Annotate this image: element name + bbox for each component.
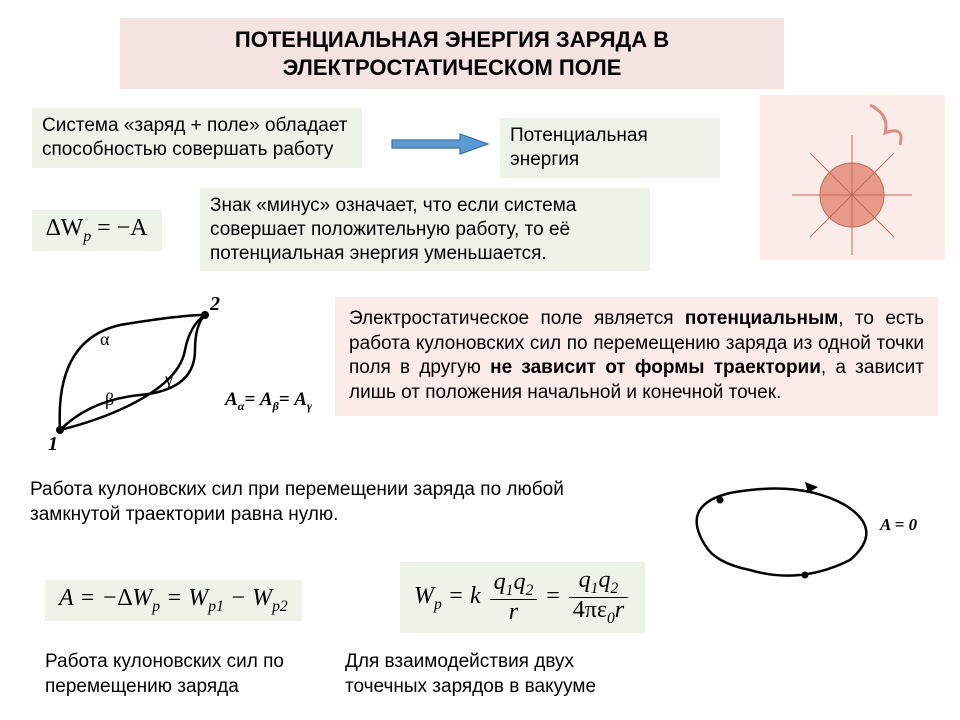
beta-label: β bbox=[105, 389, 114, 409]
system-box: Система «заряд + поле» обладает способно… bbox=[32, 108, 362, 168]
fw-2: = W bbox=[160, 585, 208, 611]
formula-wp: Wp = k q1q2 r = q1q2 4πε0r bbox=[400, 562, 645, 633]
sub-p: p bbox=[83, 228, 91, 245]
eq-minus-a: = −A bbox=[91, 215, 147, 241]
potential-energy-box: Потенциальная энергия bbox=[500, 118, 720, 178]
frac-2: q1q2 4πε0r bbox=[569, 568, 628, 627]
closed-loop-diagram: A = 0 bbox=[660, 475, 930, 585]
fw-3: − W bbox=[224, 585, 272, 611]
caption-work: Работа кулоновских сил по перемещению за… bbox=[45, 650, 325, 699]
pt-b1: потенциальным bbox=[685, 308, 838, 329]
loop-eq: A = 0 bbox=[879, 515, 918, 534]
slide-title: ПОТЕНЦИАЛЬНАЯ ЭНЕРГИЯ ЗАРЯДА В ЭЛЕКТРОСТ… bbox=[120, 18, 784, 89]
arrow-icon bbox=[390, 130, 490, 158]
alpha-label: α bbox=[100, 329, 110, 349]
path-diagram: 1 2 α β γ Aα= Aβ= Aγ bbox=[30, 290, 320, 465]
wp-eq2: = bbox=[546, 583, 566, 609]
charged-sphere-image bbox=[760, 95, 945, 260]
wp-sub: p bbox=[434, 596, 442, 613]
fw-p2: p2 bbox=[272, 598, 288, 615]
gamma-label: γ bbox=[164, 369, 173, 389]
pt-b2: не зависит от формы траектории bbox=[490, 357, 821, 378]
minus-sign-box: Знак «минус» означает, что если система … bbox=[200, 188, 650, 271]
pt-t1: Электростатическое поле является bbox=[349, 308, 685, 329]
point-1-label: 1 bbox=[48, 433, 58, 455]
wp-w: W bbox=[414, 583, 434, 609]
fw-1: A = −∆W bbox=[59, 585, 152, 611]
frac-1: q1q2 r bbox=[490, 570, 538, 625]
caption-interaction: Для взаимодействия двух точечных зарядов… bbox=[345, 650, 645, 699]
path-eq: Aα= Aβ= Aγ bbox=[224, 389, 312, 413]
formula-work: A = −∆Wp = Wp1 − Wp2 bbox=[45, 580, 302, 621]
potential-field-text: Электростатическое поле является потенци… bbox=[335, 297, 938, 416]
wp-keq: = k bbox=[442, 583, 487, 609]
formula-delta-wp: ∆Wp = −A bbox=[32, 210, 162, 251]
point-2-label: 2 bbox=[209, 293, 220, 315]
closed-loop-text: Работа кулоновских сил при перемещении з… bbox=[30, 478, 590, 527]
fw-p1: p1 bbox=[208, 598, 224, 615]
fw-p: p bbox=[152, 598, 160, 615]
delta-w-label: ∆W bbox=[46, 215, 83, 241]
